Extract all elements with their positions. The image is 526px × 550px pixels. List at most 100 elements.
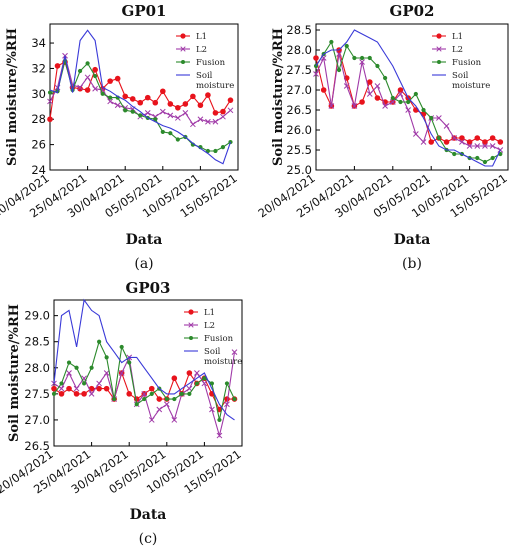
data-point (93, 73, 98, 79)
data-point (107, 98, 114, 105)
plot-frame (49, 23, 239, 171)
legend-label: L2 (196, 45, 207, 55)
data-point (92, 66, 98, 73)
data-point (344, 43, 349, 49)
data-point (489, 143, 496, 149)
legend: L1 L2 Fusion Soil moisture (176, 32, 234, 91)
data-point (174, 115, 181, 121)
data-point (171, 417, 178, 423)
data-point (118, 370, 125, 376)
data-point (66, 360, 72, 365)
data-point (51, 385, 57, 392)
data-point (224, 401, 230, 408)
legend-label: Soil moisture (196, 71, 234, 91)
data-point (59, 381, 64, 386)
data-point (84, 87, 91, 93)
data-point (224, 381, 230, 386)
data-point (126, 391, 132, 397)
data-point (220, 145, 226, 150)
data-point (220, 113, 226, 120)
data-point (96, 380, 102, 387)
data-point (367, 55, 372, 61)
data-point (187, 391, 192, 396)
legend-marker (436, 33, 442, 39)
data-point (231, 349, 238, 355)
series-soil-moisture (53, 298, 235, 421)
data-point (352, 55, 357, 61)
legend-marker (180, 33, 186, 39)
data-point (81, 391, 87, 397)
data-point (397, 91, 404, 97)
series-soil-moisture (315, 29, 501, 167)
data-point (134, 402, 139, 407)
data-point (390, 95, 395, 101)
data-point (144, 110, 151, 116)
data-point (171, 375, 178, 382)
data-point (497, 139, 504, 145)
y-tick-label: 29.0 (24, 309, 50, 323)
data-point (190, 121, 196, 128)
data-point (97, 339, 102, 344)
data-point (209, 406, 215, 413)
data-point (47, 116, 53, 123)
data-point (175, 137, 180, 142)
data-point (482, 139, 488, 145)
data-point (359, 99, 365, 105)
data-point (73, 391, 80, 397)
data-point (152, 99, 159, 106)
data-point (366, 91, 373, 97)
data-point (232, 396, 237, 402)
y-tick-label: 27.0 (286, 83, 312, 97)
legend-marker (181, 60, 185, 64)
chart-gp03: GP0326.527.027.528.028.529.020/04/202125… (0, 279, 244, 547)
y-tick-label: 28 (31, 112, 46, 126)
y-tick-label: 28.5 (24, 335, 50, 349)
data-point (167, 112, 174, 119)
data-point (73, 385, 80, 392)
data-point (88, 391, 95, 397)
data-point (168, 131, 173, 136)
data-point (359, 59, 365, 65)
chart-title: GP02 (390, 2, 435, 20)
data-point (103, 370, 110, 376)
data-point (351, 103, 358, 109)
data-point (205, 118, 211, 125)
data-point (202, 376, 207, 381)
data-point (336, 67, 342, 73)
data-point (104, 355, 109, 360)
y-tick-label: 26.5 (286, 103, 312, 117)
data-point (212, 118, 219, 125)
data-point (336, 51, 342, 57)
data-point (329, 39, 334, 45)
data-point (474, 135, 481, 141)
data-point (466, 143, 473, 149)
data-point (436, 115, 442, 121)
data-point (420, 139, 427, 145)
x-axis-label: Data (126, 232, 163, 248)
data-point (138, 113, 143, 118)
data-point (398, 99, 403, 105)
panel-label: (a) (134, 256, 153, 272)
data-point (217, 417, 222, 423)
y-tick-label: 26.5 (24, 439, 50, 453)
legend-marker (188, 322, 194, 328)
data-point (366, 79, 373, 85)
legend-label: Soil moisture (452, 71, 490, 91)
chart-gp01: GP0124262830323420/04/202125/04/202130/0… (0, 2, 240, 272)
data-point (186, 385, 193, 392)
data-point (227, 107, 234, 114)
y-tick-label: 34 (31, 36, 46, 50)
panel-label: (c) (139, 531, 158, 547)
data-point (343, 83, 350, 89)
data-point (141, 391, 148, 397)
data-point (194, 381, 199, 386)
data-point (81, 381, 87, 386)
legend-label: Fusion (452, 58, 482, 68)
y-tick-label: 30 (31, 87, 46, 101)
data-point (51, 391, 57, 396)
data-point (47, 98, 53, 105)
data-point (156, 396, 163, 402)
data-point (47, 90, 53, 95)
data-point (209, 381, 215, 386)
data-point (66, 370, 72, 376)
